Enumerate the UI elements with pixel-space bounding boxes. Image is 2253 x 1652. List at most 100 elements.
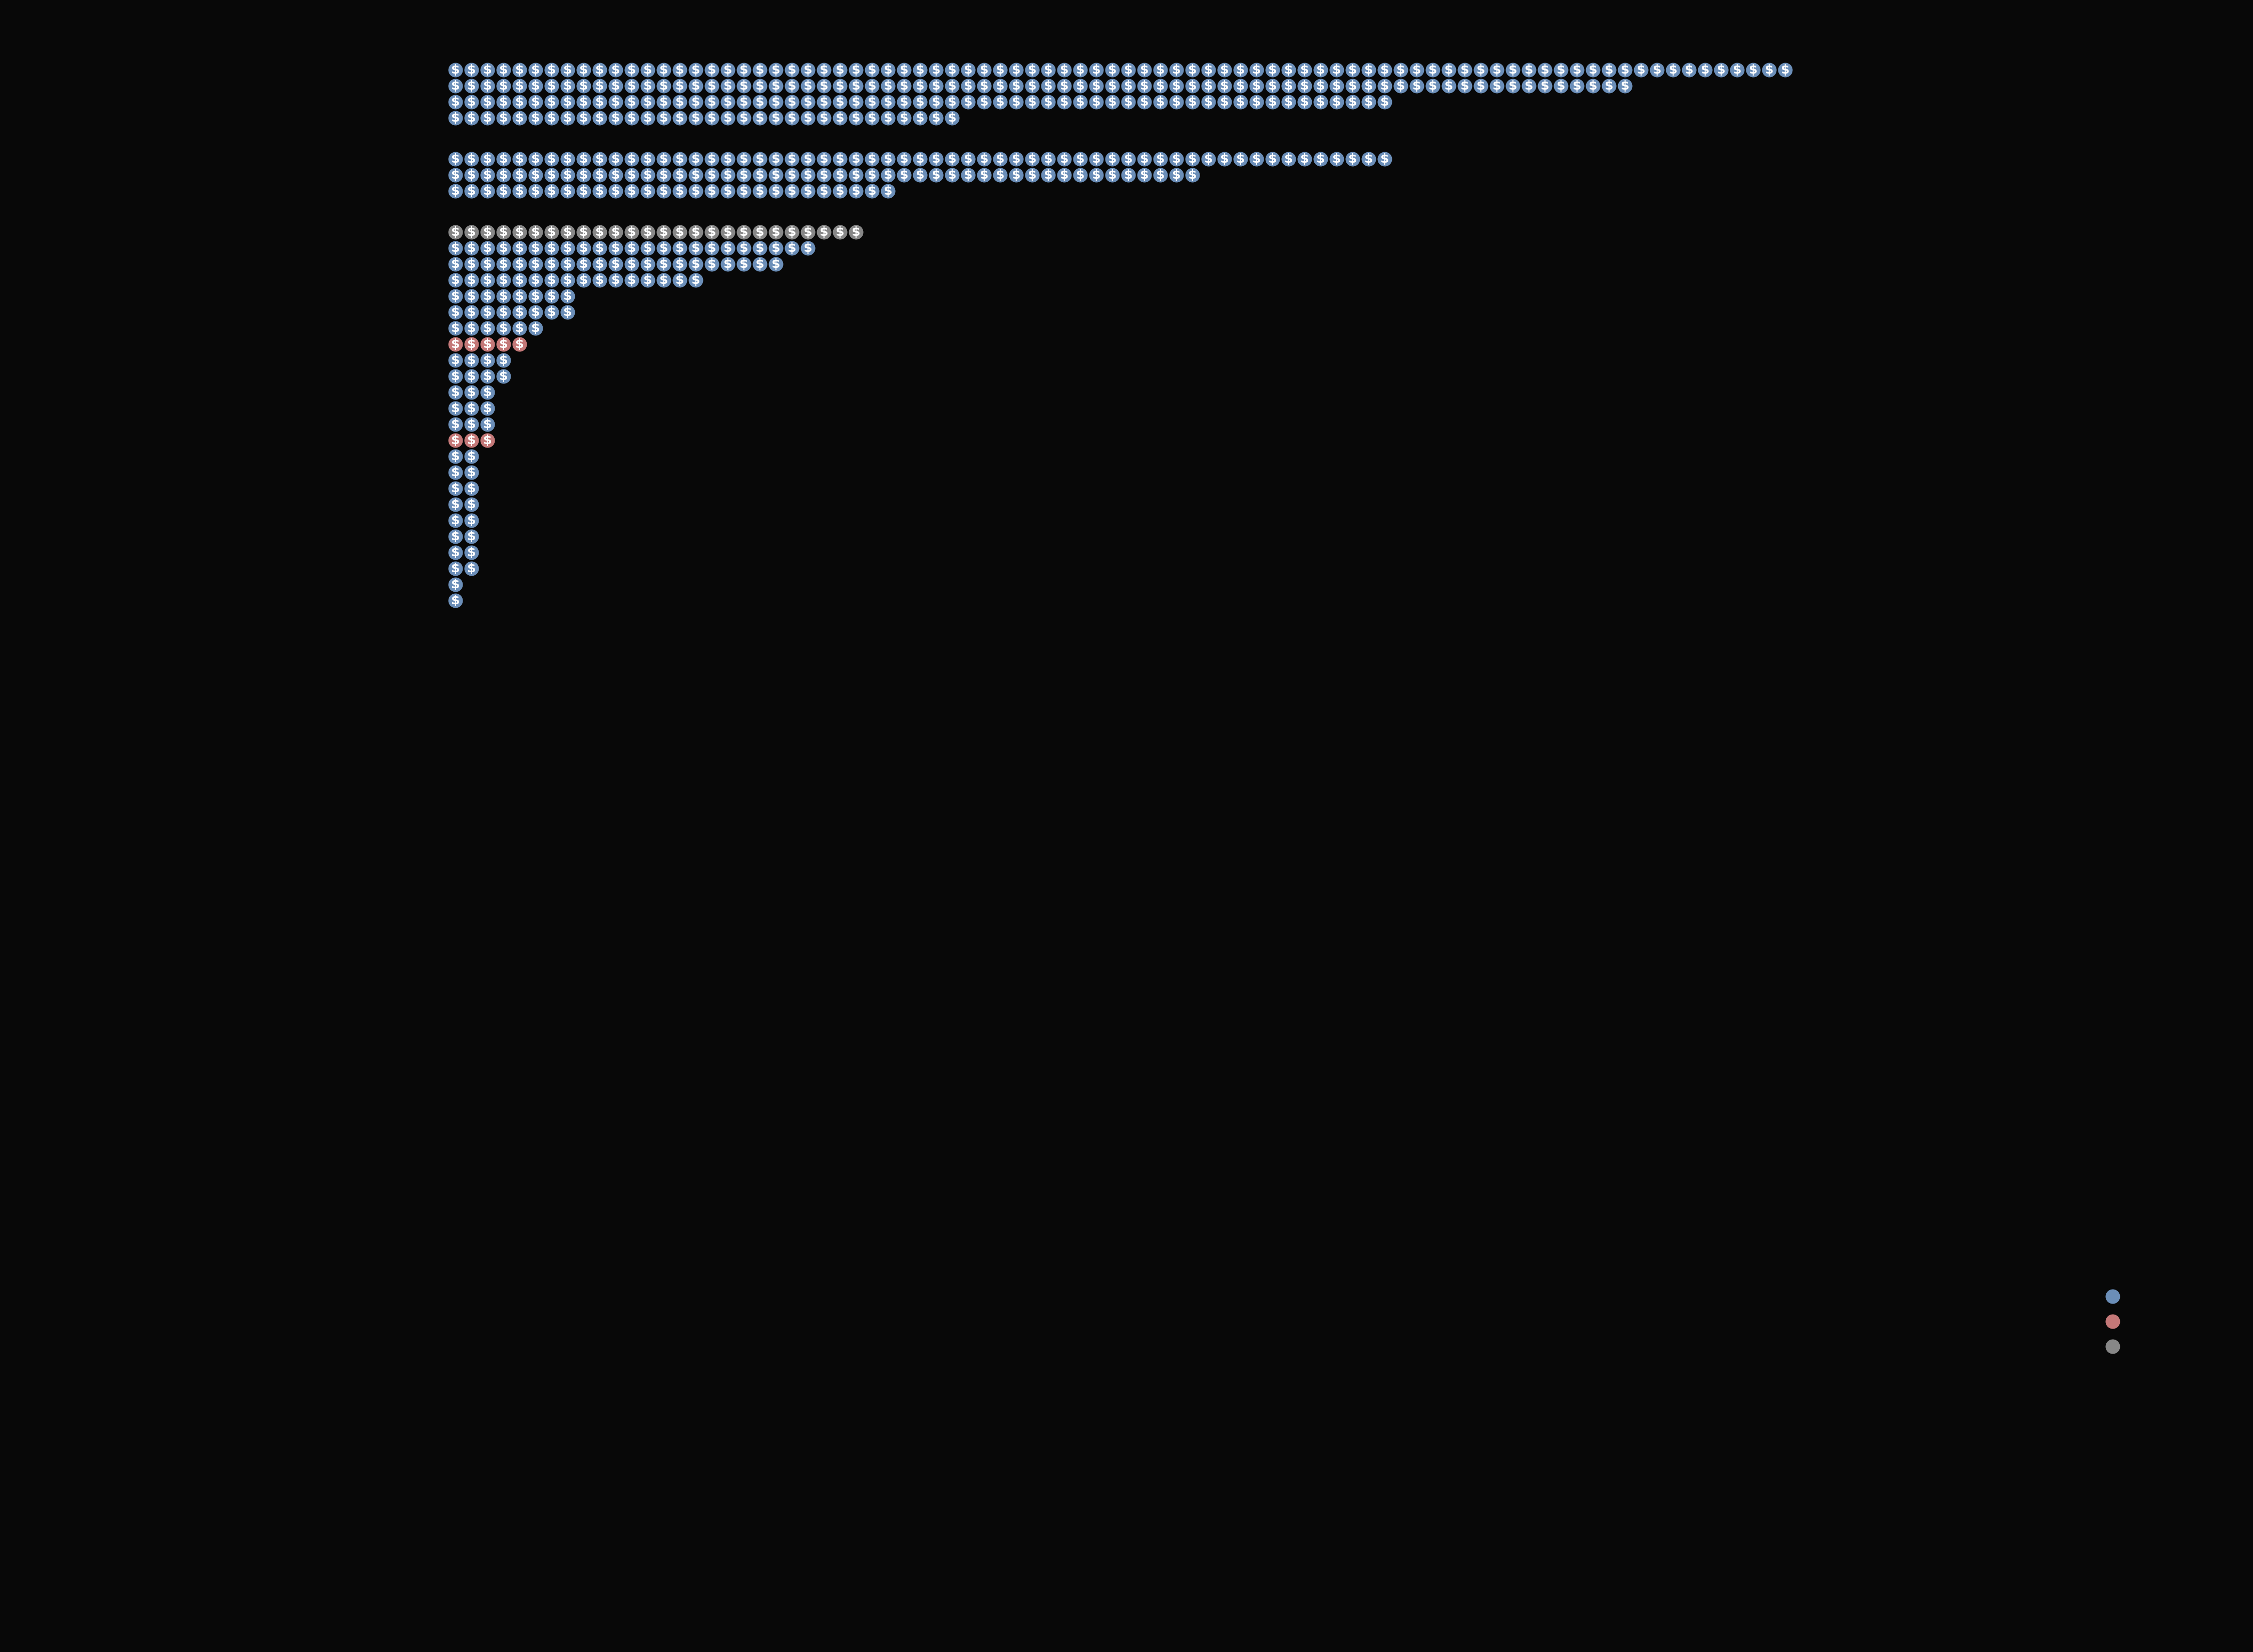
Text: $: $	[451, 578, 460, 591]
Circle shape	[865, 94, 879, 109]
Text: $: $	[755, 258, 764, 271]
Circle shape	[1458, 63, 1471, 78]
Text: $: $	[1253, 154, 1262, 165]
Circle shape	[1426, 63, 1440, 78]
Text: $: $	[563, 185, 572, 197]
Circle shape	[448, 481, 462, 496]
Text: $: $	[1077, 96, 1086, 107]
Circle shape	[689, 94, 703, 109]
Circle shape	[480, 401, 496, 416]
Text: $: $	[579, 154, 588, 165]
Circle shape	[656, 241, 671, 256]
Text: $: $	[1636, 64, 1645, 76]
Circle shape	[511, 94, 527, 109]
Text: $: $	[899, 64, 908, 76]
Circle shape	[496, 183, 511, 198]
Text: $: $	[660, 243, 669, 254]
Text: $: $	[789, 243, 798, 254]
Circle shape	[1377, 94, 1392, 109]
Circle shape	[721, 79, 734, 94]
Circle shape	[1057, 79, 1072, 94]
Circle shape	[1057, 94, 1072, 109]
Circle shape	[593, 183, 606, 198]
Circle shape	[1201, 63, 1217, 78]
Circle shape	[1169, 63, 1183, 78]
Circle shape	[496, 337, 511, 352]
Circle shape	[737, 225, 750, 240]
Circle shape	[1762, 63, 1778, 78]
Circle shape	[656, 79, 671, 94]
Text: $: $	[451, 387, 460, 398]
Text: $: $	[500, 79, 509, 93]
Circle shape	[818, 169, 831, 182]
Circle shape	[640, 169, 656, 182]
Text: $: $	[739, 226, 748, 238]
Circle shape	[674, 111, 687, 126]
Text: $: $	[451, 499, 460, 510]
Circle shape	[529, 111, 543, 126]
Text: $: $	[789, 64, 798, 76]
Text: $: $	[1043, 169, 1052, 182]
Circle shape	[448, 401, 462, 416]
Text: $: $	[949, 112, 958, 124]
Circle shape	[1329, 63, 1345, 78]
Text: $: $	[1365, 154, 1374, 165]
Circle shape	[1586, 63, 1600, 78]
Text: $: $	[547, 154, 556, 165]
Circle shape	[1057, 63, 1072, 78]
Circle shape	[849, 79, 863, 94]
Text: $: $	[723, 154, 732, 165]
Circle shape	[2107, 1340, 2120, 1355]
Text: $: $	[644, 169, 653, 182]
Circle shape	[912, 94, 928, 109]
Circle shape	[1009, 94, 1023, 109]
Circle shape	[608, 183, 624, 198]
Circle shape	[1570, 79, 1584, 94]
Circle shape	[1602, 79, 1615, 94]
Text: $: $	[451, 291, 460, 302]
Circle shape	[1730, 63, 1744, 78]
Circle shape	[480, 337, 496, 352]
Circle shape	[448, 79, 462, 94]
Text: $: $	[1510, 79, 1519, 93]
Circle shape	[545, 79, 559, 94]
Text: $: $	[516, 112, 525, 124]
Circle shape	[800, 152, 816, 167]
Text: $: $	[964, 154, 973, 165]
Text: $: $	[547, 274, 556, 286]
Text: $: $	[466, 434, 475, 446]
Text: $: $	[451, 563, 460, 575]
Text: $: $	[964, 169, 973, 182]
Text: $: $	[1172, 154, 1181, 165]
Text: $: $	[949, 169, 958, 182]
Text: $: $	[852, 185, 861, 197]
Circle shape	[689, 241, 703, 256]
Text: $: $	[1491, 79, 1500, 93]
Text: $: $	[660, 112, 669, 124]
Text: $: $	[867, 64, 876, 76]
Text: $: $	[626, 96, 635, 107]
Circle shape	[689, 152, 703, 167]
Circle shape	[1473, 63, 1489, 78]
Text: $: $	[1012, 154, 1021, 165]
Text: $: $	[532, 64, 541, 76]
Text: $: $	[484, 274, 491, 286]
Circle shape	[865, 111, 879, 126]
Circle shape	[928, 152, 944, 167]
Circle shape	[624, 183, 640, 198]
Circle shape	[978, 94, 991, 109]
Circle shape	[624, 273, 640, 287]
Circle shape	[881, 111, 894, 126]
Circle shape	[784, 225, 800, 240]
Circle shape	[464, 94, 480, 109]
Circle shape	[464, 385, 480, 400]
Text: $: $	[516, 274, 525, 286]
Text: $: $	[1061, 96, 1068, 107]
Text: $: $	[516, 339, 525, 350]
Circle shape	[1041, 94, 1057, 109]
Circle shape	[849, 111, 863, 126]
Text: $: $	[611, 154, 620, 165]
Circle shape	[1250, 79, 1264, 94]
Text: $: $	[739, 64, 748, 76]
Circle shape	[1217, 94, 1232, 109]
